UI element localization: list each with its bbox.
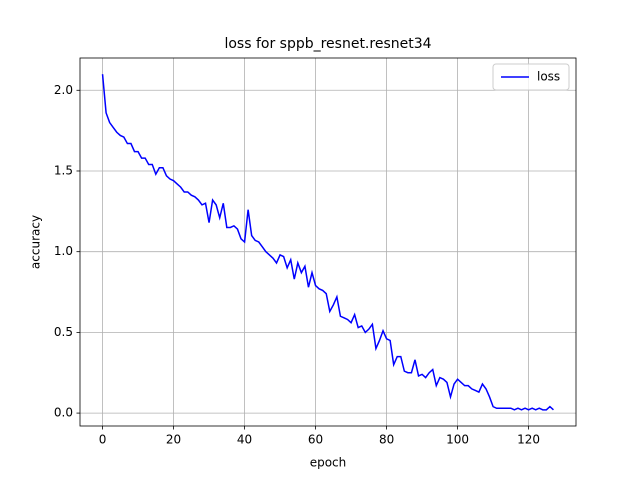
y-tick-label: 0.0 (54, 406, 73, 420)
y-tick-label: 2.0 (54, 83, 73, 97)
x-tick-label: 0 (99, 433, 107, 447)
legend-label: loss (537, 70, 560, 84)
chart-title: loss for sppb_resnet.resnet34 (224, 36, 431, 52)
data-line (101, 74, 554, 411)
y-tick-label: 1.5 (54, 163, 73, 177)
x-tick-label: 100 (446, 433, 469, 447)
y-tick-label: 0.5 (54, 325, 73, 339)
x-tick-label: 80 (379, 433, 394, 447)
x-tick-label: 20 (166, 433, 181, 447)
y-tick-label: 1.0 (54, 244, 73, 258)
x-tick-label: 40 (237, 433, 252, 447)
y-axis-label: accuracy (29, 215, 43, 269)
plot-frame (79, 57, 577, 427)
x-tick-label: 120 (517, 433, 540, 447)
x-axis-label: epoch (310, 456, 347, 470)
legend-box (492, 63, 570, 91)
x-tick-label: 60 (308, 433, 323, 447)
